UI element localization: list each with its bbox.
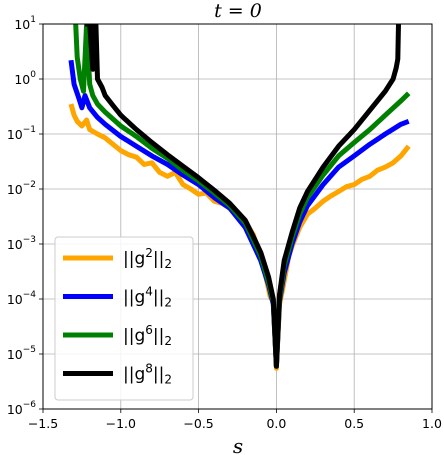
ticks: −1.5 −1.0 −0.5 0.0 0.5 1.0 10−6 10−5 10−4 10−3 10−… xyxy=(7,15,442,431)
y-tick-label: 10−3 xyxy=(7,235,36,252)
series-group xyxy=(68,24,411,371)
y-tick-label: 10−2 xyxy=(7,180,36,197)
y-tick-label: 10−4 xyxy=(7,290,36,307)
plot-frame xyxy=(42,23,433,410)
y-tick-label: 10−5 xyxy=(7,345,36,362)
legend-label: ||g8||2 xyxy=(123,362,172,387)
y-tick-label: 10−6 xyxy=(7,400,36,417)
x-tick-label: 1.0 xyxy=(422,416,442,431)
x-axis-label: s xyxy=(233,434,243,455)
legend-box xyxy=(54,236,194,401)
y-tick-label: 100 xyxy=(14,70,36,87)
y-tick-label: 10−1 xyxy=(7,125,36,142)
chart-title: t = 0 xyxy=(214,0,262,22)
legend: ||g2||2 ||g4||2 ||g6||2 ||g8||2 xyxy=(54,236,194,401)
x-tick-label: −0.5 xyxy=(183,416,213,431)
legend-label: ||g6||2 xyxy=(123,323,172,348)
x-tick-label: −1.0 xyxy=(106,416,136,431)
x-tick-label: −1.5 xyxy=(28,416,58,431)
legend-label: ||g4||2 xyxy=(123,285,172,310)
series-line-4 xyxy=(84,24,401,369)
y-tick-label: 101 xyxy=(14,15,36,32)
legend-label: ||g2||2 xyxy=(123,246,172,271)
x-tick-label: 0.5 xyxy=(344,416,364,431)
x-tick-label: 0.0 xyxy=(266,416,286,431)
